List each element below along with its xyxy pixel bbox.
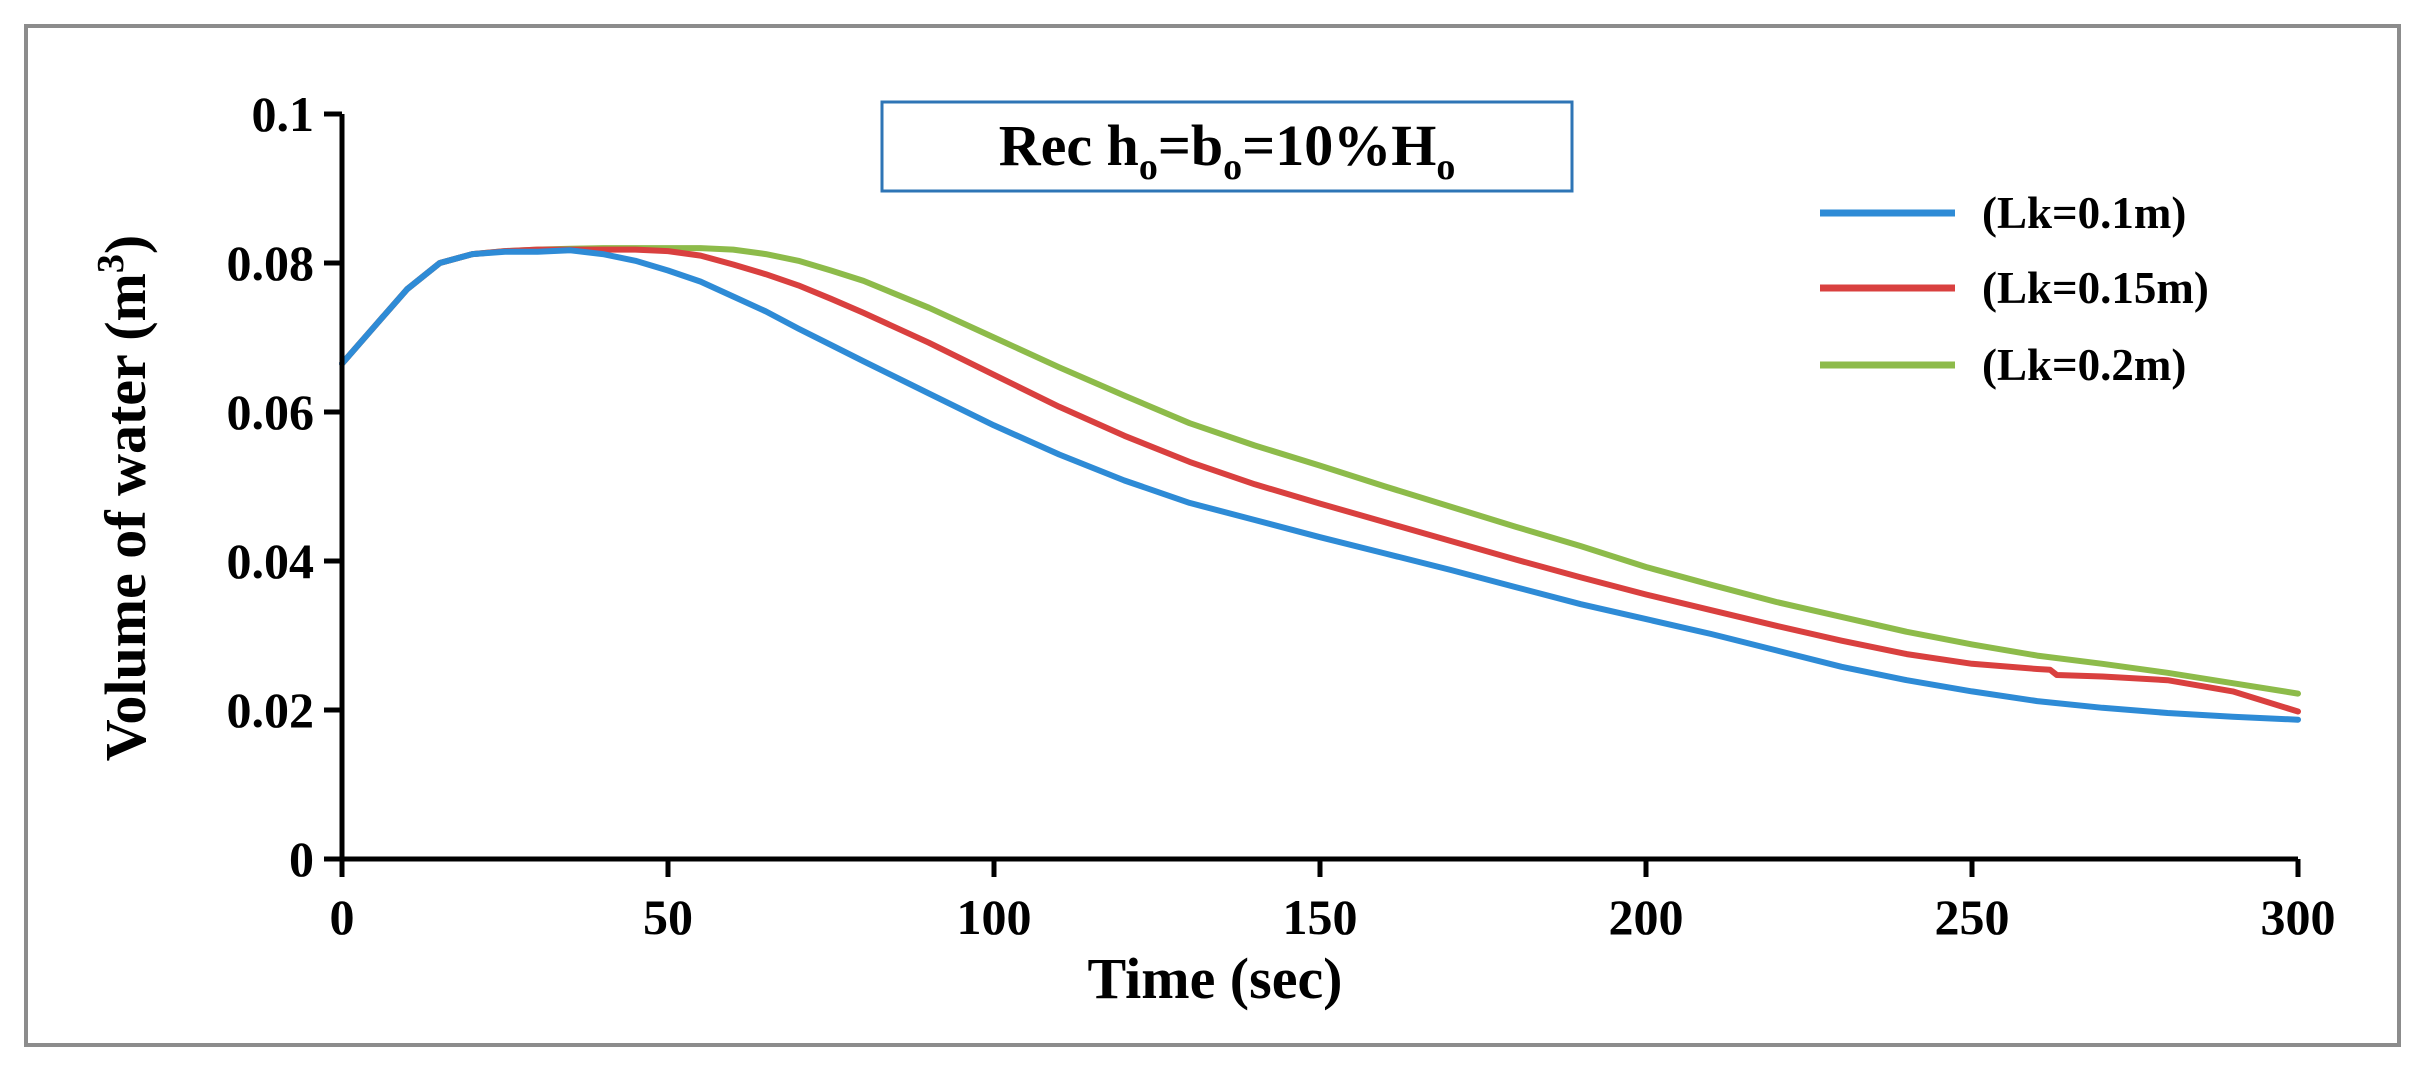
x-tick-label: 300: [2261, 889, 2336, 945]
annotation-prefix: Rec h: [999, 113, 1139, 178]
legend-item-lk-0-15: (Lk=0.15m): [1820, 263, 2209, 313]
annotation-box: [880, 100, 1574, 193]
x-tick-label: 100: [957, 889, 1032, 945]
x-tick-label: 50: [643, 889, 693, 945]
legend-item-lk-0-1: (Lk=0.1m): [1820, 188, 2186, 238]
x-tick-label: 0: [330, 889, 355, 945]
y-axis-title-superscript: 3: [90, 254, 132, 273]
series-line-lk-0-1m: [339, 247, 2301, 723]
annotation-text: Rec ho=bo=10%Ho: [999, 113, 1456, 188]
annotation-mid-1: =b: [1158, 113, 1223, 178]
tick-labels-layer: 0 0.02 0.04 0.06 0.08 0.1 0 50 100 150 200 250 300: [227, 86, 2336, 945]
annotation-sub-2: o: [1223, 146, 1242, 188]
legend: (Lk=0.1m) (Lk=0.15m) (Lk=0.2m): [1820, 188, 2209, 390]
annotation-sub-3: o: [1436, 146, 1455, 188]
figure-frame: [24, 24, 2401, 1047]
x-tick-label: 250: [1935, 889, 2010, 945]
series-layer: [339, 245, 2301, 723]
y-tick-label: 0.06: [227, 384, 315, 440]
x-tick-label: 200: [1609, 889, 1684, 945]
legend-label-lk-0-15: (Lk=0.15m): [1982, 263, 2209, 313]
legend-label-lk-0-2: (Lk=0.2m): [1982, 340, 2186, 390]
annotation-sub-1: o: [1139, 146, 1158, 188]
annotation-mid-2: =10%H: [1242, 113, 1436, 178]
y-tick-label: 0.04: [227, 533, 315, 589]
y-axis-title: Volume of water (m3): [90, 235, 158, 761]
legend-label-lk-0-1: (Lk=0.1m): [1982, 188, 2186, 238]
ticks-layer: [324, 111, 2301, 877]
y-tick-label: 0.1: [252, 86, 315, 142]
y-axis-title-main: Volume of water (m: [93, 273, 158, 761]
x-axis-title: Time (sec): [1088, 946, 1343, 1011]
x-tick-label: 150: [1283, 889, 1358, 945]
legend-item-lk-0-2: (Lk=0.2m): [1820, 340, 2186, 390]
y-tick-label: 0.02: [227, 682, 315, 738]
y-tick-label: 0.08: [227, 235, 315, 291]
y-axis-title-close: ): [93, 235, 158, 254]
y-tick-label: 0: [289, 831, 314, 887]
